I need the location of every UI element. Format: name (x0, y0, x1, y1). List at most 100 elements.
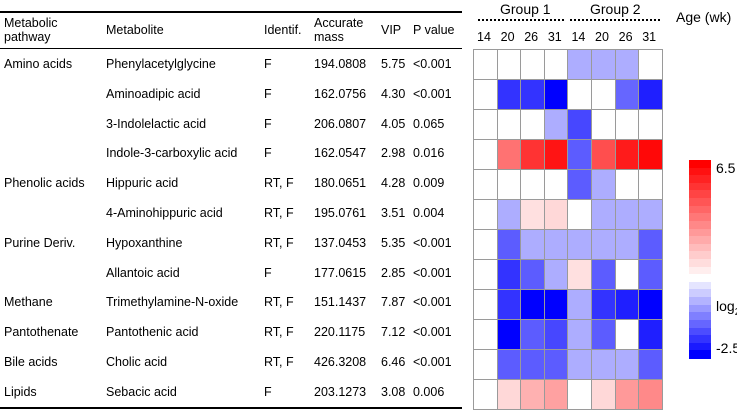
heatmap-cell (638, 79, 663, 110)
table-cell-mass: 426.3208 (314, 355, 367, 369)
age-label: Age (wk) (676, 9, 732, 25)
heatmap-cell (614, 229, 640, 260)
heatmap-cell (473, 229, 498, 260)
table-cell-vip: 3.51 (381, 206, 406, 220)
table-cell-pathway: Lipids (4, 384, 37, 399)
week-label: 20 (595, 30, 609, 44)
table-cell-identif: RT, F (264, 176, 294, 191)
heatmap-cell (473, 169, 498, 200)
heatmap-cell (567, 259, 592, 290)
heatmap-cell (614, 109, 640, 140)
week-label: 14 (477, 30, 491, 44)
table-cell-metabolite: Sebacic acid (106, 384, 177, 399)
heatmap-cell (638, 259, 663, 290)
table-cell-identif: RT, F (264, 235, 294, 250)
legend-swatch (689, 259, 711, 268)
heatmap-cell (638, 349, 663, 380)
heatmap-cell (567, 319, 592, 350)
legend-swatch (689, 297, 711, 306)
heatmap-cell (520, 229, 545, 260)
heatmap-cell (591, 169, 616, 200)
heatmap-cell (614, 289, 640, 320)
header-metabolite: Metabolite (106, 23, 164, 37)
heatmap-cell (567, 169, 592, 200)
heatmap-cell (496, 259, 522, 290)
heatmap-cell (473, 259, 498, 290)
heatmap-cell (520, 49, 545, 80)
heatmap-cell (520, 169, 545, 200)
week-label: 26 (618, 30, 633, 44)
table-cell-mass: 162.0756 (314, 86, 367, 101)
table-cell-identif: F (264, 146, 272, 161)
heatmap-cell (496, 199, 522, 230)
heatmap-cell (496, 289, 522, 320)
legend-swatch (689, 281, 711, 291)
table-cell-vip: 2.98 (381, 146, 406, 161)
heatmap-cell (543, 259, 569, 290)
heatmap-cell (638, 169, 663, 200)
heatmap-cell (520, 319, 545, 350)
table-cell-p: <0.001 (413, 265, 452, 280)
table-cell-vip: 7.87 (381, 295, 406, 310)
table-cell-pathway: Amino acids (4, 57, 73, 71)
legend-swatch (689, 190, 711, 199)
heatmap-cell (614, 259, 640, 290)
table-cell-p: <0.001 (413, 355, 452, 369)
heatmap-cell (520, 379, 545, 410)
heatmap-cell (520, 259, 545, 290)
heatmap-cell (496, 49, 522, 80)
table-cell-metabolite: Hypoxanthine (106, 235, 183, 250)
heatmap-cell (567, 139, 592, 170)
legend-swatch (689, 243, 711, 252)
heatmap-cell (473, 139, 498, 170)
heatmap-cell (614, 139, 640, 170)
table-cell-metabolite: Allantoic acid (106, 265, 180, 280)
week-label: 20 (500, 30, 515, 44)
heatmap-cell (591, 229, 616, 260)
table-cell-p: <0.001 (413, 57, 452, 71)
heatmap-cell (614, 79, 640, 110)
heatmap-cell (473, 349, 498, 380)
table-cell-identif: RT, F (264, 295, 294, 310)
legend-swatch (689, 350, 711, 359)
legend-swatch (689, 205, 711, 214)
heatmap-cell (543, 229, 569, 260)
heatmap-cell (614, 199, 640, 230)
heatmap-cell (543, 49, 569, 80)
table-cell-mass: 151.1437 (314, 295, 367, 310)
heatmap-cell (520, 349, 545, 380)
table-cell-mass: 177.0615 (314, 265, 367, 280)
heatmap-cell (638, 379, 663, 410)
heatmap-cell (520, 139, 545, 170)
table-cell-metabolite: Phenylacetylglycine (106, 57, 216, 71)
table-cell-p: <0.001 (413, 295, 452, 310)
header-pathway: Metabolic pathway (4, 16, 58, 44)
table-top-rule (0, 11, 462, 13)
table-cell-mass: 220.1175 (314, 325, 366, 340)
heatmap-cell (543, 289, 569, 320)
legend-swatch (689, 213, 711, 222)
group-1-label: Group 1 (500, 1, 551, 17)
heatmap-cell (591, 259, 616, 290)
legend-unit-subscript: 2 (735, 307, 737, 318)
table-cell-identif: F (264, 116, 272, 131)
heatmap-cell (591, 49, 616, 80)
heatmap-cell (543, 109, 569, 140)
heatmap-cell (520, 79, 545, 110)
table-cell-metabolite: Pantothenic acid (106, 325, 199, 340)
table-cell-p: <0.001 (413, 86, 452, 101)
heatmap-cell (591, 79, 616, 110)
heatmap-cell (567, 49, 592, 80)
table-cell-vip: 3.08 (381, 384, 406, 399)
heatmap-cell (614, 349, 640, 380)
table-cell-pathway: Phenolic acids (4, 176, 85, 191)
header-identif: Identif. (264, 23, 302, 37)
heatmap-cell (543, 319, 569, 350)
heatmap-cell (591, 319, 616, 350)
heatmap-cell (543, 139, 569, 170)
table-header-rule (0, 48, 462, 49)
header-pvalue: P value (413, 23, 455, 37)
heatmap-cell (473, 319, 498, 350)
table-cell-mass: 203.1273 (314, 384, 367, 399)
